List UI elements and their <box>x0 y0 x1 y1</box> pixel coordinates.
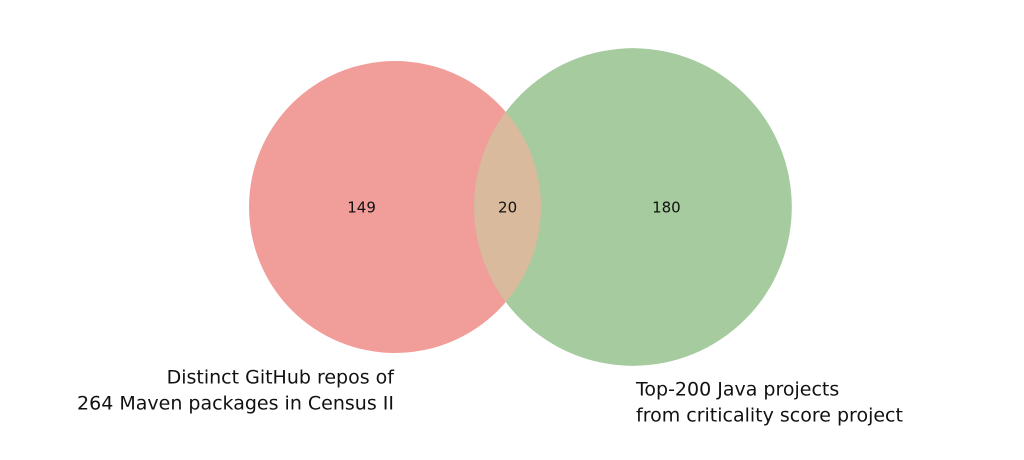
set-label: 264 Maven packages in Census II <box>77 393 394 415</box>
set-label: from criticality score project <box>636 405 903 427</box>
set-circle <box>249 61 541 353</box>
set-label: Distinct GitHub repos of <box>167 367 396 389</box>
region-count: 149 <box>347 199 376 217</box>
region-count: 20 <box>498 199 517 217</box>
set-label: Top-200 Java projects <box>635 379 839 401</box>
set-circle <box>474 48 792 366</box>
region-count: 180 <box>652 199 681 217</box>
